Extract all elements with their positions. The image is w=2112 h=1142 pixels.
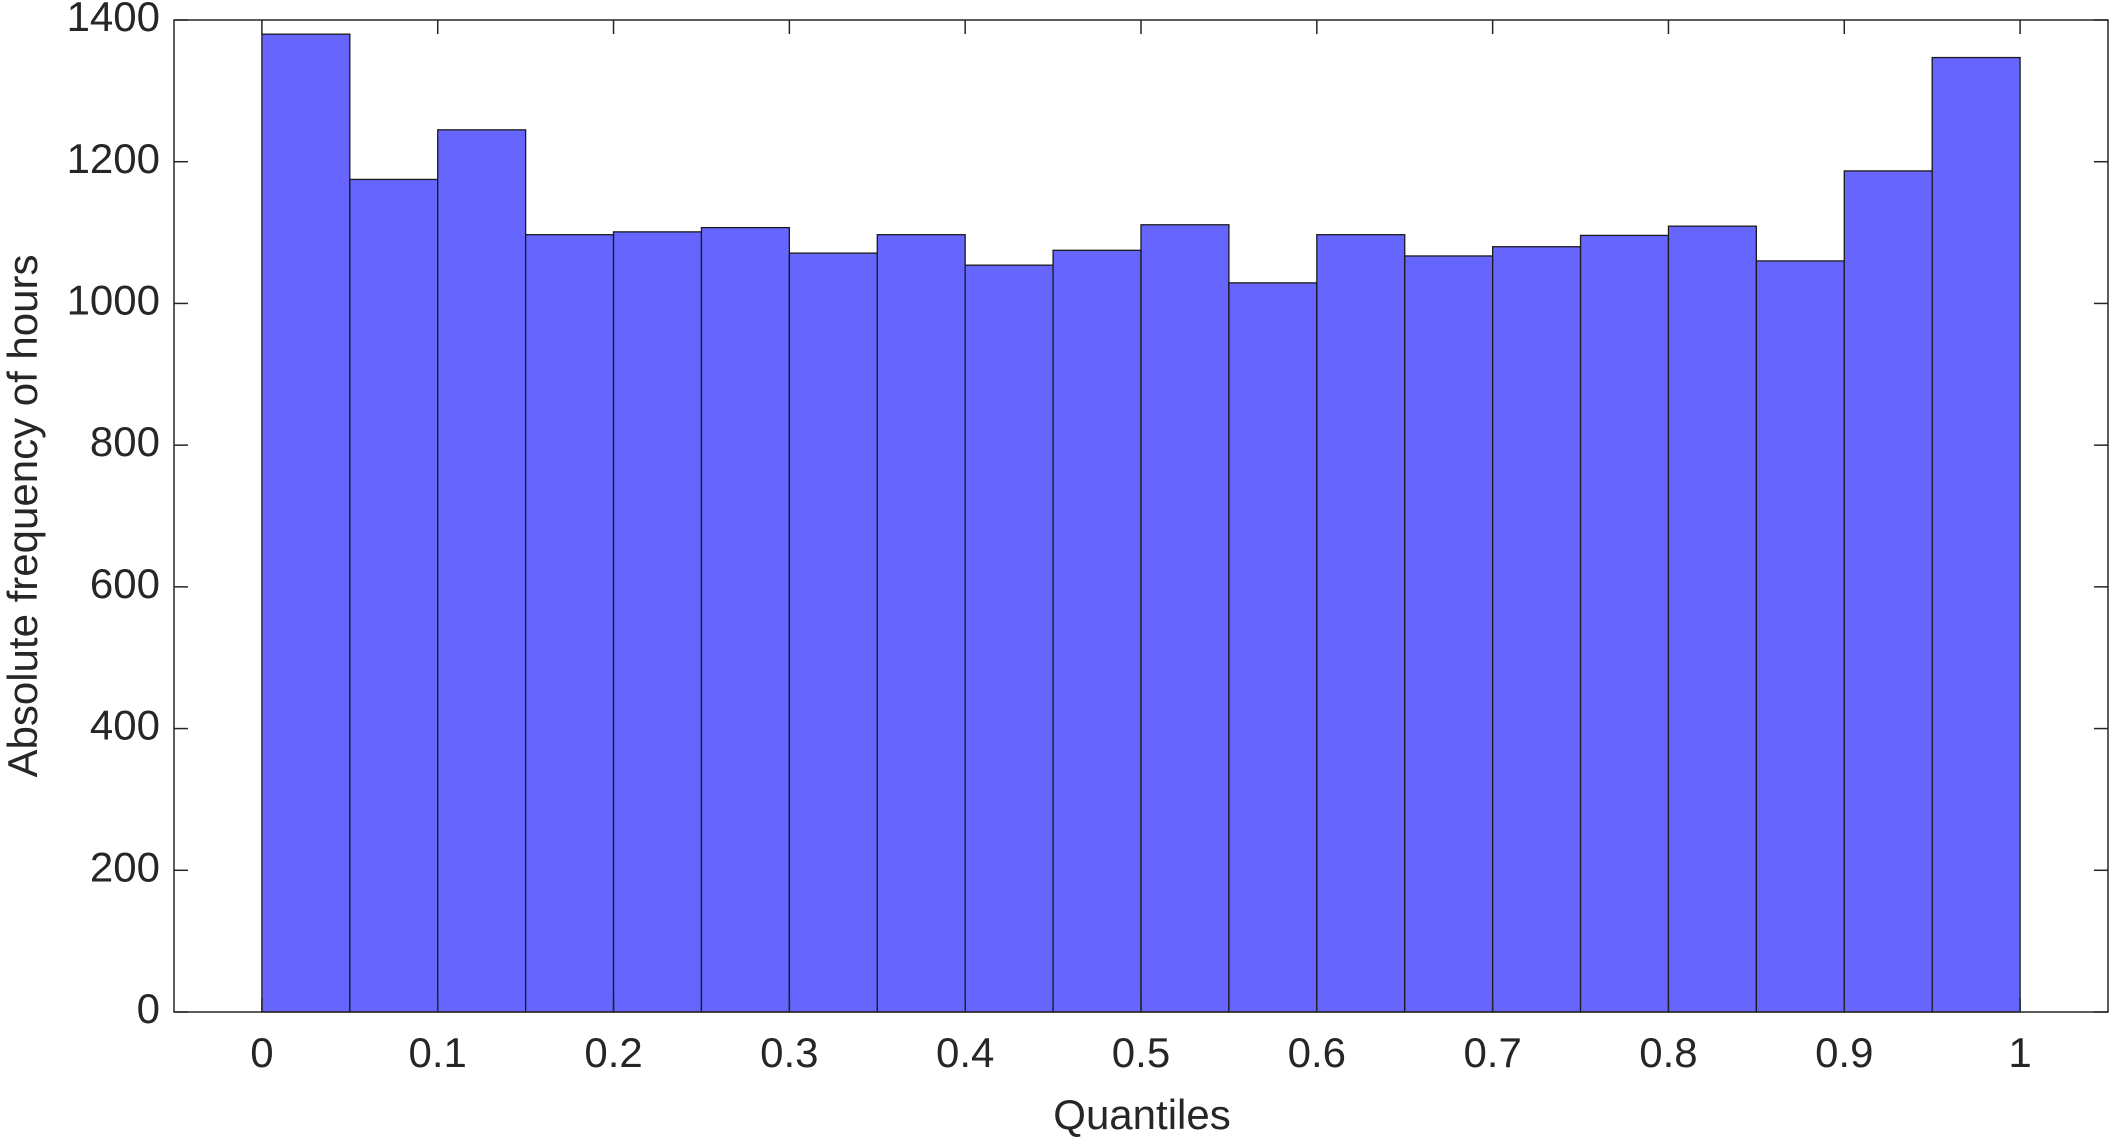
bar <box>1140 224 1230 1013</box>
y-tick-label: 200 <box>90 843 160 890</box>
x-tick-label: 0.1 <box>409 1029 467 1076</box>
bar <box>700 226 791 1013</box>
x-tick-label: 0 <box>250 1029 273 1076</box>
bar <box>1052 249 1142 1013</box>
x-tick-label: 0.3 <box>760 1029 818 1076</box>
x-tick-label: 0.8 <box>1639 1029 1697 1076</box>
bar <box>612 231 703 1013</box>
bar <box>1579 234 1670 1013</box>
y-tick-label: 1000 <box>67 277 160 324</box>
bar <box>1404 255 1494 1013</box>
bar <box>261 33 351 1013</box>
y-tick-label: 1200 <box>67 135 160 182</box>
y-tick-label: 400 <box>90 702 160 749</box>
bar <box>349 178 439 1013</box>
x-axis-label: Quantiles <box>1053 1091 1230 1138</box>
x-tick-label: 1 <box>2008 1029 2031 1076</box>
bar <box>1843 170 1933 1013</box>
bar <box>1491 246 1582 1013</box>
y-tick-label: 600 <box>90 560 160 607</box>
bar <box>1316 234 1406 1013</box>
bar <box>876 234 966 1013</box>
bar <box>524 234 615 1013</box>
y-tick-label: 0 <box>137 985 160 1032</box>
bar <box>1931 56 2021 1013</box>
x-tick-label: 0.7 <box>1463 1029 1521 1076</box>
x-tick-label: 0.9 <box>1815 1029 1873 1076</box>
bar <box>964 264 1054 1013</box>
bar <box>788 252 878 1013</box>
y-tick-label: 1400 <box>67 0 160 40</box>
x-tick-label: 0.5 <box>1112 1029 1170 1076</box>
y-axis-label: Absolute frequency of hours <box>0 255 46 778</box>
x-tick-label: 0.4 <box>936 1029 994 1076</box>
x-tick-label: 0.6 <box>1288 1029 1346 1076</box>
bar <box>1228 282 1318 1013</box>
bar <box>437 129 527 1013</box>
x-tick-label: 0.2 <box>584 1029 642 1076</box>
bar <box>1667 225 1758 1013</box>
y-tick-label: 800 <box>90 418 160 465</box>
bar <box>1755 260 1845 1013</box>
